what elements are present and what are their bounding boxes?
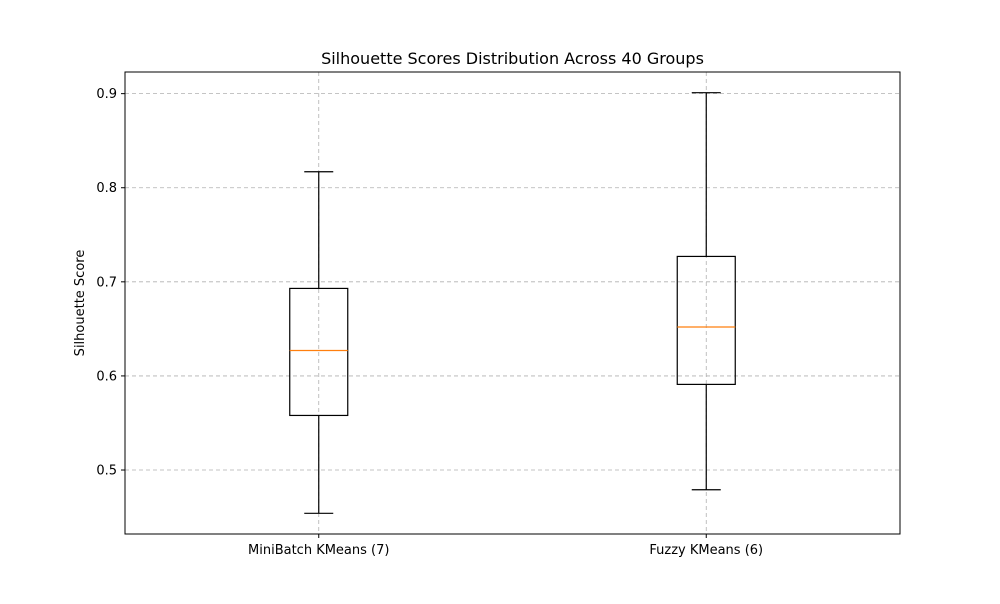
box-group: [289, 171, 349, 514]
iqr-box: [676, 255, 736, 385]
tick-layer: 0.5 0.6 0.7 0.8 0.9 MiniBatch KMeans (7) Fuzzy…: [96, 87, 763, 558]
y-tick-label: 0.5: [96, 464, 117, 479]
grid-layer: [125, 72, 900, 534]
y-tick-label: 0.9: [96, 87, 117, 102]
y-tick-label: 0.8: [96, 181, 117, 196]
box-layer: [289, 92, 736, 514]
x-tick-label: Fuzzy KMeans (6): [649, 543, 763, 558]
chart-title: Silhouette Scores Distribution Across 40…: [321, 49, 704, 68]
y-tick-label: 0.6: [96, 369, 117, 384]
plot-frame: [124, 71, 901, 535]
box-group: [676, 92, 736, 491]
y-tick-label: 0.7: [96, 275, 117, 290]
y-axis-label: Silhouette Score: [73, 250, 88, 357]
x-tick-label: MiniBatch KMeans (7): [248, 543, 389, 558]
iqr-box: [289, 287, 349, 417]
